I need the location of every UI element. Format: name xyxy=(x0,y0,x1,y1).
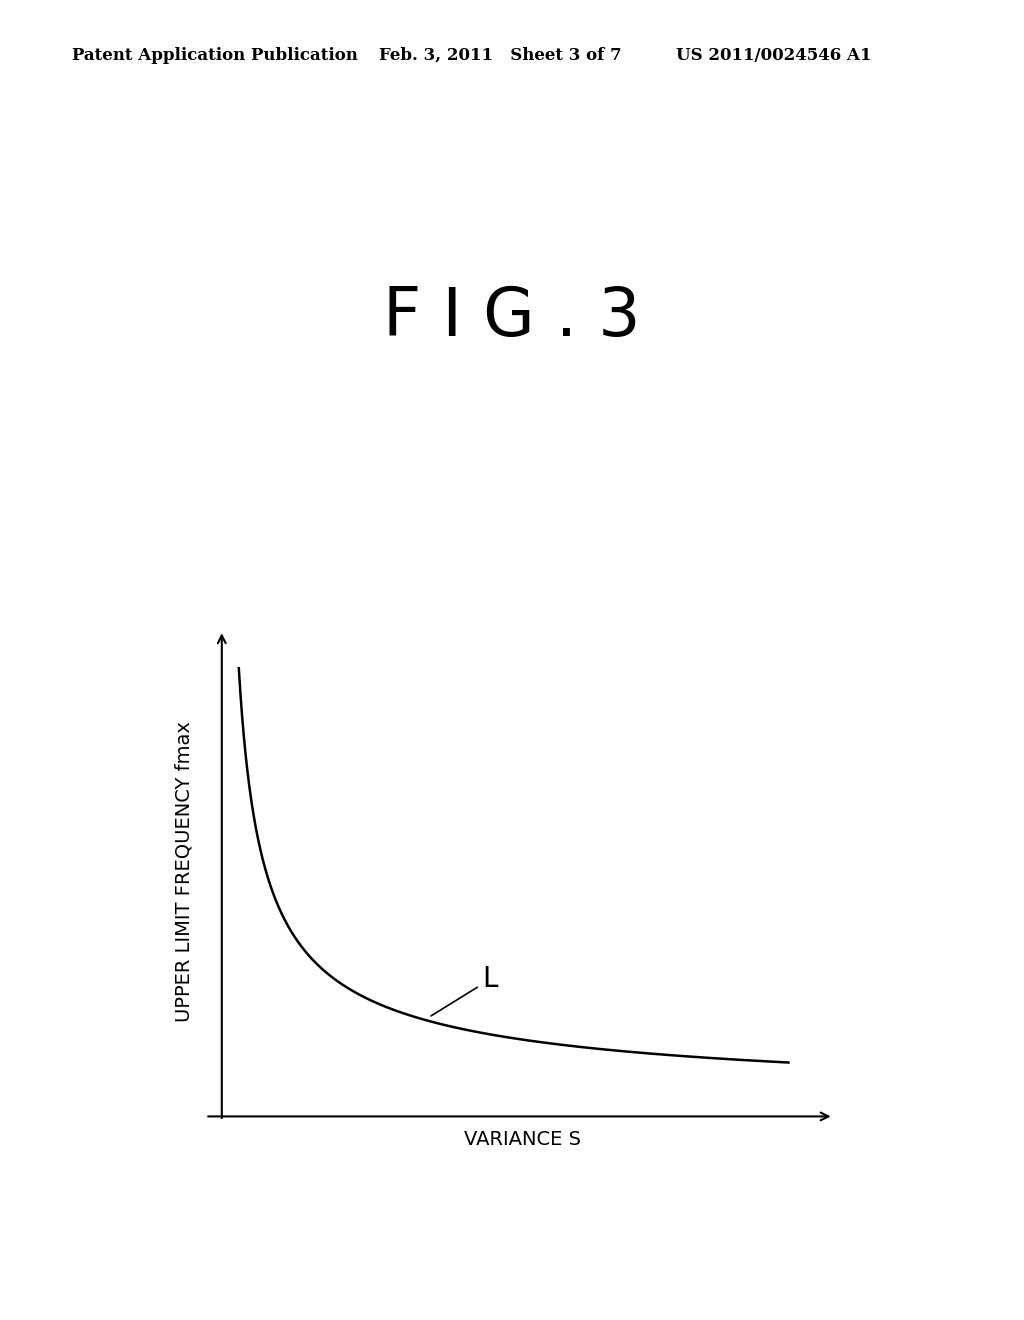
Text: Patent Application Publication: Patent Application Publication xyxy=(72,48,357,63)
Text: US 2011/0024546 A1: US 2011/0024546 A1 xyxy=(676,48,871,63)
Text: Feb. 3, 2011   Sheet 3 of 7: Feb. 3, 2011 Sheet 3 of 7 xyxy=(379,48,622,63)
Text: L: L xyxy=(431,965,498,1016)
Y-axis label: UPPER LIMIT FREQUENCY fmax: UPPER LIMIT FREQUENCY fmax xyxy=(175,721,194,1022)
Text: F I G . 3: F I G . 3 xyxy=(383,284,641,350)
X-axis label: VARIANCE S: VARIANCE S xyxy=(464,1130,581,1150)
